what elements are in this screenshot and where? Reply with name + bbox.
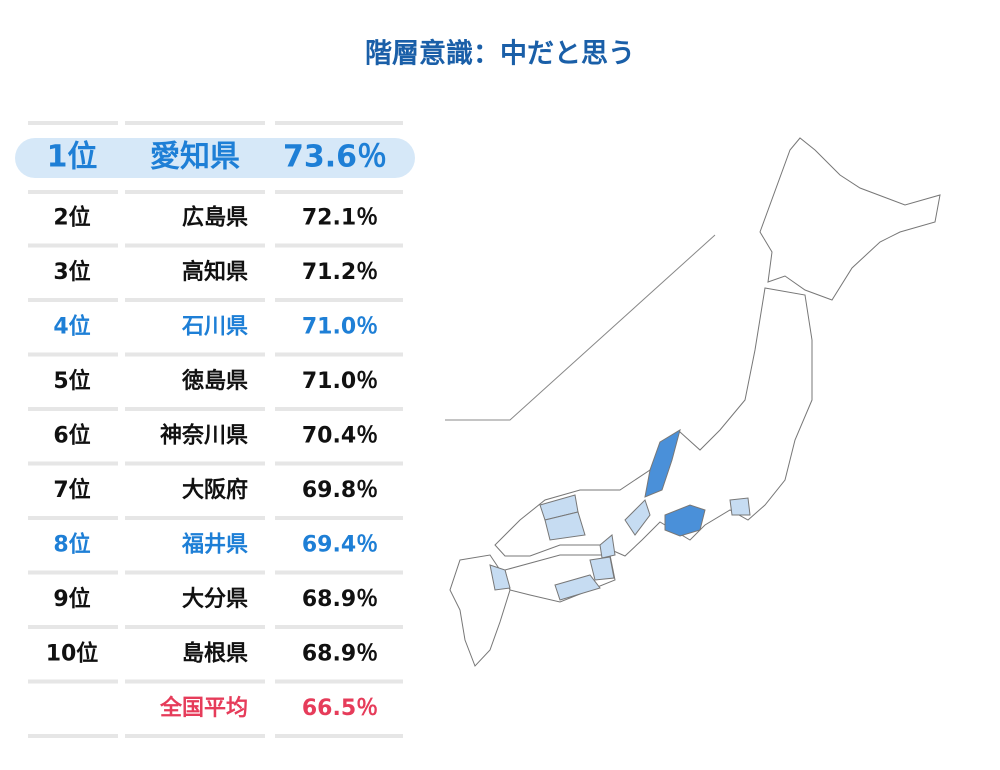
row-separator bbox=[28, 243, 118, 248]
rank: 4位 bbox=[53, 314, 90, 340]
row-separator bbox=[275, 352, 403, 357]
value: 69.4％ bbox=[302, 533, 378, 558]
row-separator bbox=[28, 516, 118, 520]
prefecture: 広島県 bbox=[182, 205, 248, 231]
top-row-highlight bbox=[15, 138, 415, 178]
row-separator bbox=[125, 516, 265, 520]
prefecture: 島根県 bbox=[182, 641, 248, 667]
hokkaido bbox=[759, 137, 941, 301]
value: 71.2％ bbox=[302, 260, 378, 285]
rank: 6位 bbox=[53, 423, 90, 449]
kochi bbox=[554, 574, 601, 601]
value: 72.1％ bbox=[302, 206, 378, 231]
rank: 8位 bbox=[53, 532, 90, 558]
value: 68.9％ bbox=[302, 642, 378, 667]
prefecture: 愛知県 bbox=[150, 140, 240, 175]
rank: 10位 bbox=[46, 641, 99, 667]
row-separator bbox=[125, 352, 265, 357]
average-value: 66.5％ bbox=[302, 696, 378, 721]
aichi bbox=[664, 504, 706, 537]
ishikawa bbox=[644, 428, 681, 498]
row-separator bbox=[28, 570, 118, 575]
row-separator bbox=[275, 407, 403, 411]
rank: 5位 bbox=[53, 368, 90, 394]
hiroshima bbox=[544, 511, 586, 541]
value: 71.0％ bbox=[302, 315, 378, 340]
rank: 3位 bbox=[53, 259, 90, 285]
prefecture: 石川県 bbox=[181, 315, 248, 340]
kanagawa bbox=[729, 497, 751, 516]
row-separator bbox=[275, 734, 403, 738]
rank: 9位 bbox=[53, 586, 90, 612]
value: 68.9％ bbox=[302, 587, 378, 612]
row-separator bbox=[125, 121, 265, 125]
row-separator bbox=[28, 298, 118, 302]
row-separator bbox=[28, 352, 118, 357]
prefecture: 大分県 bbox=[182, 587, 248, 612]
average-label: 全国平均 bbox=[159, 695, 248, 721]
rank: 1位 bbox=[47, 140, 98, 175]
rank: 2位 bbox=[53, 205, 90, 231]
row-separator bbox=[275, 461, 403, 466]
row-separator bbox=[28, 679, 118, 684]
row-separator bbox=[28, 625, 118, 629]
row-separator bbox=[28, 407, 118, 411]
row-separator bbox=[28, 190, 118, 194]
row-separator bbox=[125, 625, 265, 629]
prefecture: 神奈川県 bbox=[160, 423, 248, 449]
row-separator bbox=[28, 121, 118, 125]
row-separator bbox=[275, 625, 403, 629]
osaka bbox=[599, 534, 616, 559]
value: 73.6％ bbox=[283, 140, 387, 175]
row-separator bbox=[125, 298, 265, 302]
prefecture: 徳島県 bbox=[181, 368, 248, 394]
japan-map bbox=[445, 137, 941, 667]
value: 71.0％ bbox=[302, 369, 378, 394]
inset-line bbox=[445, 234, 716, 421]
honshu bbox=[494, 287, 813, 557]
row-separator bbox=[275, 570, 403, 575]
row-separator bbox=[125, 570, 265, 575]
row-separator bbox=[275, 516, 403, 520]
value: 70.4％ bbox=[302, 424, 378, 449]
value: 69.8％ bbox=[302, 478, 378, 503]
row-separator bbox=[125, 190, 265, 194]
title: 階層意識：中だと思う bbox=[365, 38, 635, 70]
row-separator bbox=[28, 461, 118, 466]
tokushima bbox=[589, 556, 615, 581]
prefecture: 福井県 bbox=[181, 533, 248, 558]
fukui bbox=[624, 499, 651, 536]
row-separator bbox=[125, 407, 265, 411]
row-separator bbox=[125, 243, 265, 248]
row-separator bbox=[125, 679, 265, 684]
row-separator bbox=[28, 734, 118, 738]
row-separator bbox=[275, 298, 403, 302]
row-separator bbox=[275, 243, 403, 248]
row-separator bbox=[275, 190, 403, 194]
prefecture: 大阪府 bbox=[182, 477, 248, 503]
row-separator bbox=[275, 121, 403, 125]
row-separator bbox=[125, 734, 265, 738]
oita bbox=[489, 564, 511, 591]
row-separator bbox=[125, 461, 265, 466]
rank: 7位 bbox=[53, 477, 90, 503]
prefecture: 高知県 bbox=[182, 259, 248, 285]
row-separator bbox=[275, 679, 403, 684]
